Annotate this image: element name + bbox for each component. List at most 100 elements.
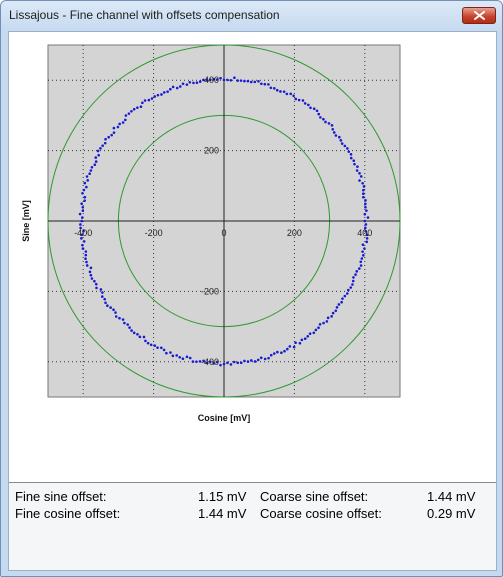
data-point [212,77,216,81]
data-point [162,91,166,94]
data-point [358,179,361,182]
window-title: Lissajous - Fine channel with offsets co… [9,8,280,22]
data-point [253,80,257,84]
data-point [340,142,344,145]
data-point [178,355,182,359]
y-tick-label: -200 [201,286,219,296]
data-point [89,266,93,270]
data-point [94,282,98,286]
data-point [99,147,102,150]
data-point [215,360,219,364]
data-point [85,260,88,264]
data-point [308,332,312,335]
title-bar[interactable]: Lissajous - Fine channel with offsets co… [1,1,502,31]
data-point [169,351,172,354]
data-point [285,92,289,96]
data-point [205,78,209,82]
data-point [256,358,260,362]
data-point [349,286,353,289]
data-point [103,297,106,301]
data-point [130,329,133,332]
data-point [346,147,349,150]
data-point [358,172,361,175]
data-point [314,328,318,332]
data-point [166,90,169,93]
data-point [312,331,316,335]
lissajous-chart: -400 -200 0 200 400 -400 -200 200 400 Cosine [mV… [21,44,401,423]
data-point [101,144,104,147]
data-point [307,103,310,107]
data-point [339,139,343,142]
x-tick-label: 400 [357,228,372,238]
data-point [121,121,125,124]
data-point [118,122,121,126]
data-point [144,339,147,343]
data-point [79,223,82,226]
data-point [82,229,85,233]
data-point [362,192,365,196]
data-point [364,199,367,202]
data-point [249,80,253,84]
close-button[interactable] [462,7,496,24]
data-point [332,131,336,134]
data-point [90,277,94,280]
data-point [253,360,257,363]
data-point [330,315,333,318]
data-point [362,185,366,188]
data-point [300,338,304,342]
data-point [280,351,283,355]
data-point [229,79,233,82]
data-point [226,361,229,365]
y-tick-label: 400 [204,75,219,85]
data-point [267,356,270,360]
data-point [139,105,143,108]
data-point [365,233,369,237]
data-point [346,288,350,292]
fine-sine-offset-value: 1.15 mV [198,489,247,504]
data-point [246,360,250,363]
data-point [319,116,322,119]
data-point [239,79,243,82]
data-point [338,135,341,139]
data-point [219,363,222,367]
data-point [143,99,147,102]
data-point [178,85,182,88]
data-point [337,303,341,306]
data-point [81,243,84,247]
data-point [365,240,369,244]
data-point [156,346,159,349]
data-point [106,304,109,308]
x-tick-label: -200 [145,228,163,238]
data-point [347,150,351,153]
data-point [294,97,298,101]
fine-cosine-offset-value: 1.44 mV [198,506,247,521]
data-point [335,306,339,309]
data-point [325,320,329,323]
data-point [317,112,321,116]
plot-frame: -400 -200 0 200 400 -400 -200 200 400 Cosine [mV… [9,32,496,483]
data-point [355,270,359,273]
data-point [109,306,112,309]
data-point [171,354,175,358]
data-point [169,87,172,91]
data-point [83,195,87,199]
data-point [306,334,310,338]
data-point [351,283,354,286]
data-point [107,135,110,139]
data-point [110,133,113,137]
data-point [132,331,136,335]
data-point [363,212,367,216]
x-tick-label: 0 [221,228,226,238]
data-point [89,273,93,277]
data-point [84,257,87,261]
data-point [257,80,260,83]
data-point [246,79,250,83]
data-point [343,144,347,148]
data-point [208,78,212,82]
close-icon [474,11,485,20]
data-point [362,195,365,199]
data-point [243,359,246,363]
data-point [85,185,88,189]
data-point [334,309,338,313]
